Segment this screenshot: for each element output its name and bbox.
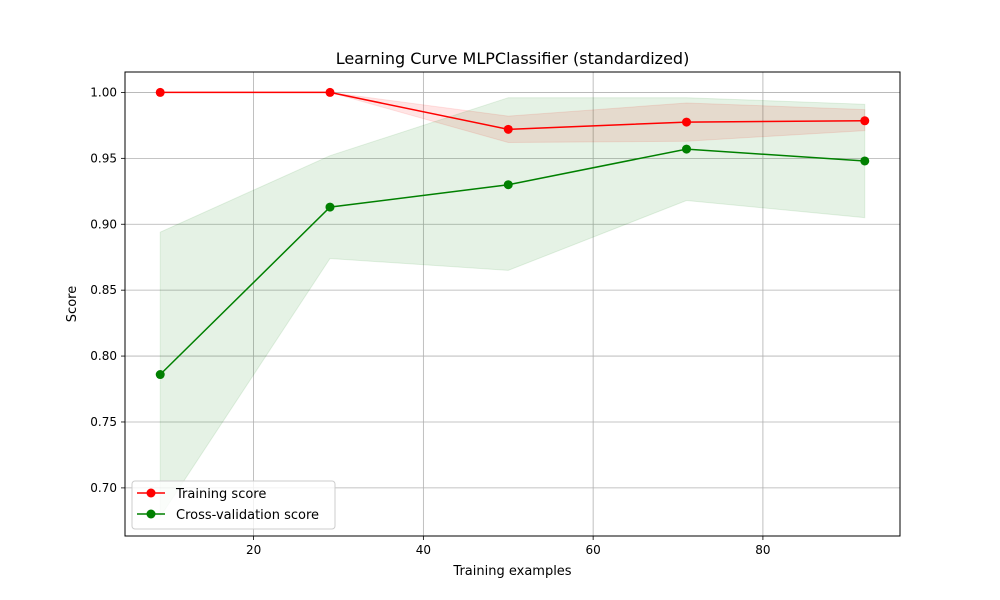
- cross-validation-score-point: [860, 156, 870, 166]
- training-score-point: [682, 117, 692, 127]
- grid-lines: [125, 72, 900, 536]
- y-tick-label: 0.95: [90, 151, 117, 165]
- axis-ticks: 20 40 60 80 0.70 0.75 0.80 0.85 0.90 0.95 1.00: [90, 85, 770, 557]
- y-tick-label: 0.85: [90, 283, 117, 297]
- legend-label-cross-validation: Cross-validation score: [176, 508, 319, 523]
- y-tick-label: 0.80: [90, 349, 117, 363]
- cross-validation-score-point: [503, 180, 513, 190]
- y-tick-label: 0.75: [90, 415, 117, 429]
- y-tick-label: 1.00: [90, 85, 117, 99]
- score-markers: [155, 87, 870, 380]
- plot-frame: [124, 71, 901, 537]
- x-tick-label: 80: [755, 543, 770, 557]
- training-score-point: [860, 116, 870, 126]
- cross-validation-score-point: [155, 370, 165, 380]
- legend-marker-training: [146, 488, 156, 498]
- y-tick-label: 0.70: [90, 481, 117, 495]
- training-score-point: [155, 87, 165, 97]
- x-axis-label: Training examples: [452, 564, 571, 579]
- legend-marker-cross-validation: [146, 509, 156, 519]
- cross-validation-score-point: [682, 144, 692, 154]
- x-tick-label: 40: [416, 543, 431, 557]
- chart-title: Learning Curve MLPClassifier (standardiz…: [336, 49, 690, 68]
- legend: Training score Cross-validation score: [131, 480, 336, 530]
- y-tick-label: 0.90: [90, 217, 117, 231]
- legend-box: [131, 480, 336, 530]
- x-tick-label: 60: [586, 543, 601, 557]
- training-score-point: [503, 124, 513, 134]
- legend-label-training: Training score: [175, 487, 266, 502]
- x-tick-label: 20: [246, 543, 261, 557]
- y-axis-label: Score: [65, 286, 80, 322]
- training-score-point: [325, 87, 335, 97]
- cross-validation-score-point: [325, 202, 335, 212]
